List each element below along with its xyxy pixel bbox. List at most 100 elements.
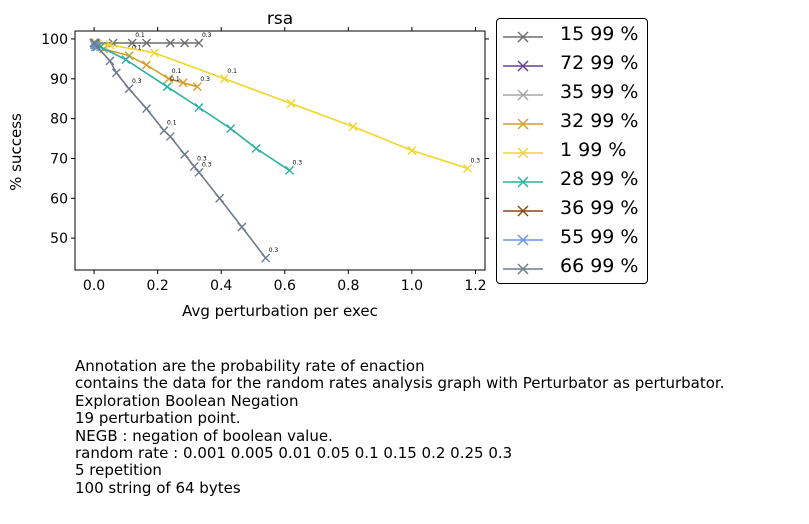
data-point-marker [165, 132, 175, 142]
y-tick-label: 50 [50, 231, 68, 247]
data-point-marker [142, 38, 152, 48]
data-point-marker [142, 104, 152, 114]
point-annotation: 0.1 [132, 45, 142, 52]
data-point-marker [463, 163, 473, 173]
plot-frame [74, 30, 486, 271]
x-tick-label: 1.2 [464, 278, 486, 294]
x-tick-label: 0.4 [210, 278, 232, 294]
legend-label: 72 99 % [560, 52, 639, 74]
series: 0.30.10.30.30.3 [89, 38, 279, 263]
point-annotation: 0.3 [132, 78, 142, 85]
x-tick-label: 0.6 [274, 278, 296, 294]
y-tick-label: 100 [41, 32, 68, 48]
point-annotation: 0.3 [202, 32, 212, 39]
legend-item: 36 99 % [497, 195, 647, 224]
data-point-marker [105, 56, 115, 66]
data-point-marker [127, 38, 137, 48]
data-point-marker [149, 48, 159, 58]
legend-item: 66 99 % [497, 253, 647, 282]
legend-swatch [503, 147, 543, 159]
legend-swatch [503, 176, 543, 188]
data-point-marker [178, 78, 188, 88]
data-point-marker [348, 122, 358, 132]
x-tick-label: 0.0 [83, 278, 105, 294]
legend-label: 15 99 % [560, 23, 639, 45]
point-annotation: 0.1 [227, 68, 237, 75]
data-point-marker [180, 149, 190, 159]
point-annotation: 0.3 [200, 76, 210, 83]
legend: 15 99 % 72 99 % 35 99 % 32 99 % 1 99 % 28 99 … [496, 18, 648, 284]
data-point-marker [194, 167, 204, 177]
caption-line: 5 repetition [75, 461, 162, 480]
point-annotation: 0.3 [471, 157, 481, 164]
caption-line: 19 perturbation point. [75, 409, 241, 428]
data-point-marker [111, 68, 121, 78]
data-point-marker [192, 82, 202, 92]
point-annotation: 0.1 [170, 76, 180, 83]
data-point-marker [219, 74, 229, 84]
point-annotation: 0.1 [135, 32, 145, 39]
series-group: 0.1 0.30.10.10.30.10.30.10.30.30.10.30.30… [89, 32, 481, 263]
data-point-marker [165, 38, 175, 48]
data-point-marker [189, 161, 199, 171]
point-annotation: 0.3 [197, 155, 207, 162]
data-point-marker [285, 165, 295, 175]
legend-label: 32 99 % [560, 110, 639, 132]
x-tick-label: 1.0 [401, 278, 423, 294]
data-point-marker [142, 60, 152, 70]
data-point-marker [121, 55, 131, 65]
caption-line: 100 string of 64 bytes [75, 478, 241, 497]
y-tick-label: 70 [50, 151, 68, 167]
point-annotation: 0.3 [269, 247, 279, 254]
caption-line: NEGB : negation of boolean value. [75, 426, 333, 445]
data-point-marker [407, 146, 417, 155]
legend-item: 15 99 % [497, 21, 647, 50]
y-tick-label: 60 [50, 191, 68, 207]
data-point-marker [261, 253, 271, 263]
caption-line: contains the data for the random rates a… [75, 374, 725, 393]
data-point-marker [251, 144, 261, 154]
chart-title: rsa [267, 9, 293, 29]
legend-item: 35 99 % [497, 79, 647, 108]
point-annotation: 0.1 [172, 68, 182, 75]
legend-swatch [503, 234, 543, 246]
data-point-marker [162, 82, 172, 92]
x-tick-label: 0.8 [337, 278, 359, 294]
data-point-marker [164, 74, 174, 84]
legend-item: 32 99 % [497, 108, 647, 137]
data-point-marker [215, 193, 225, 203]
data-point-marker [226, 124, 236, 134]
data-point-marker [92, 42, 102, 52]
caption-line: random rate : 0.001 0.005 0.01 0.05 0.1 … [75, 444, 513, 463]
data-point-marker [237, 222, 247, 232]
point-annotation: 0.3 [202, 161, 212, 168]
series: 0.1 0.3 [89, 38, 303, 175]
point-annotation: 0.3 [293, 159, 303, 166]
legend-swatch [503, 205, 543, 217]
data-point-marker [194, 38, 204, 48]
legend-swatch [503, 60, 543, 72]
legend-swatch [503, 263, 543, 275]
legend-label: 1 99 % [560, 139, 627, 161]
x-axis-label: Avg perturbation per exec [182, 302, 378, 320]
y-tick-label: 80 [50, 112, 68, 128]
data-point-marker [105, 40, 115, 50]
legend-swatch [503, 89, 543, 101]
legend-label: 28 99 % [560, 168, 639, 190]
legend-swatch [503, 31, 543, 43]
legend-item: 28 99 % [497, 166, 647, 195]
data-point-marker [180, 38, 190, 48]
legend-label: 36 99 % [560, 197, 639, 219]
legend-item: 1 99 % [497, 137, 647, 166]
point-annotation: 0.1 [167, 120, 177, 127]
legend-label: 35 99 % [560, 81, 639, 103]
caption-line: Exploration Boolean Negation [75, 391, 299, 410]
legend-item: 72 99 % [497, 50, 647, 79]
legend-swatch [503, 118, 543, 130]
y-axis-label: % success [7, 113, 25, 191]
data-point-marker [286, 99, 296, 108]
caption: Annotation are the probability rate of e… [75, 357, 725, 497]
legend-label: 55 99 % [560, 226, 639, 248]
legend-label: 66 99 % [560, 255, 639, 277]
